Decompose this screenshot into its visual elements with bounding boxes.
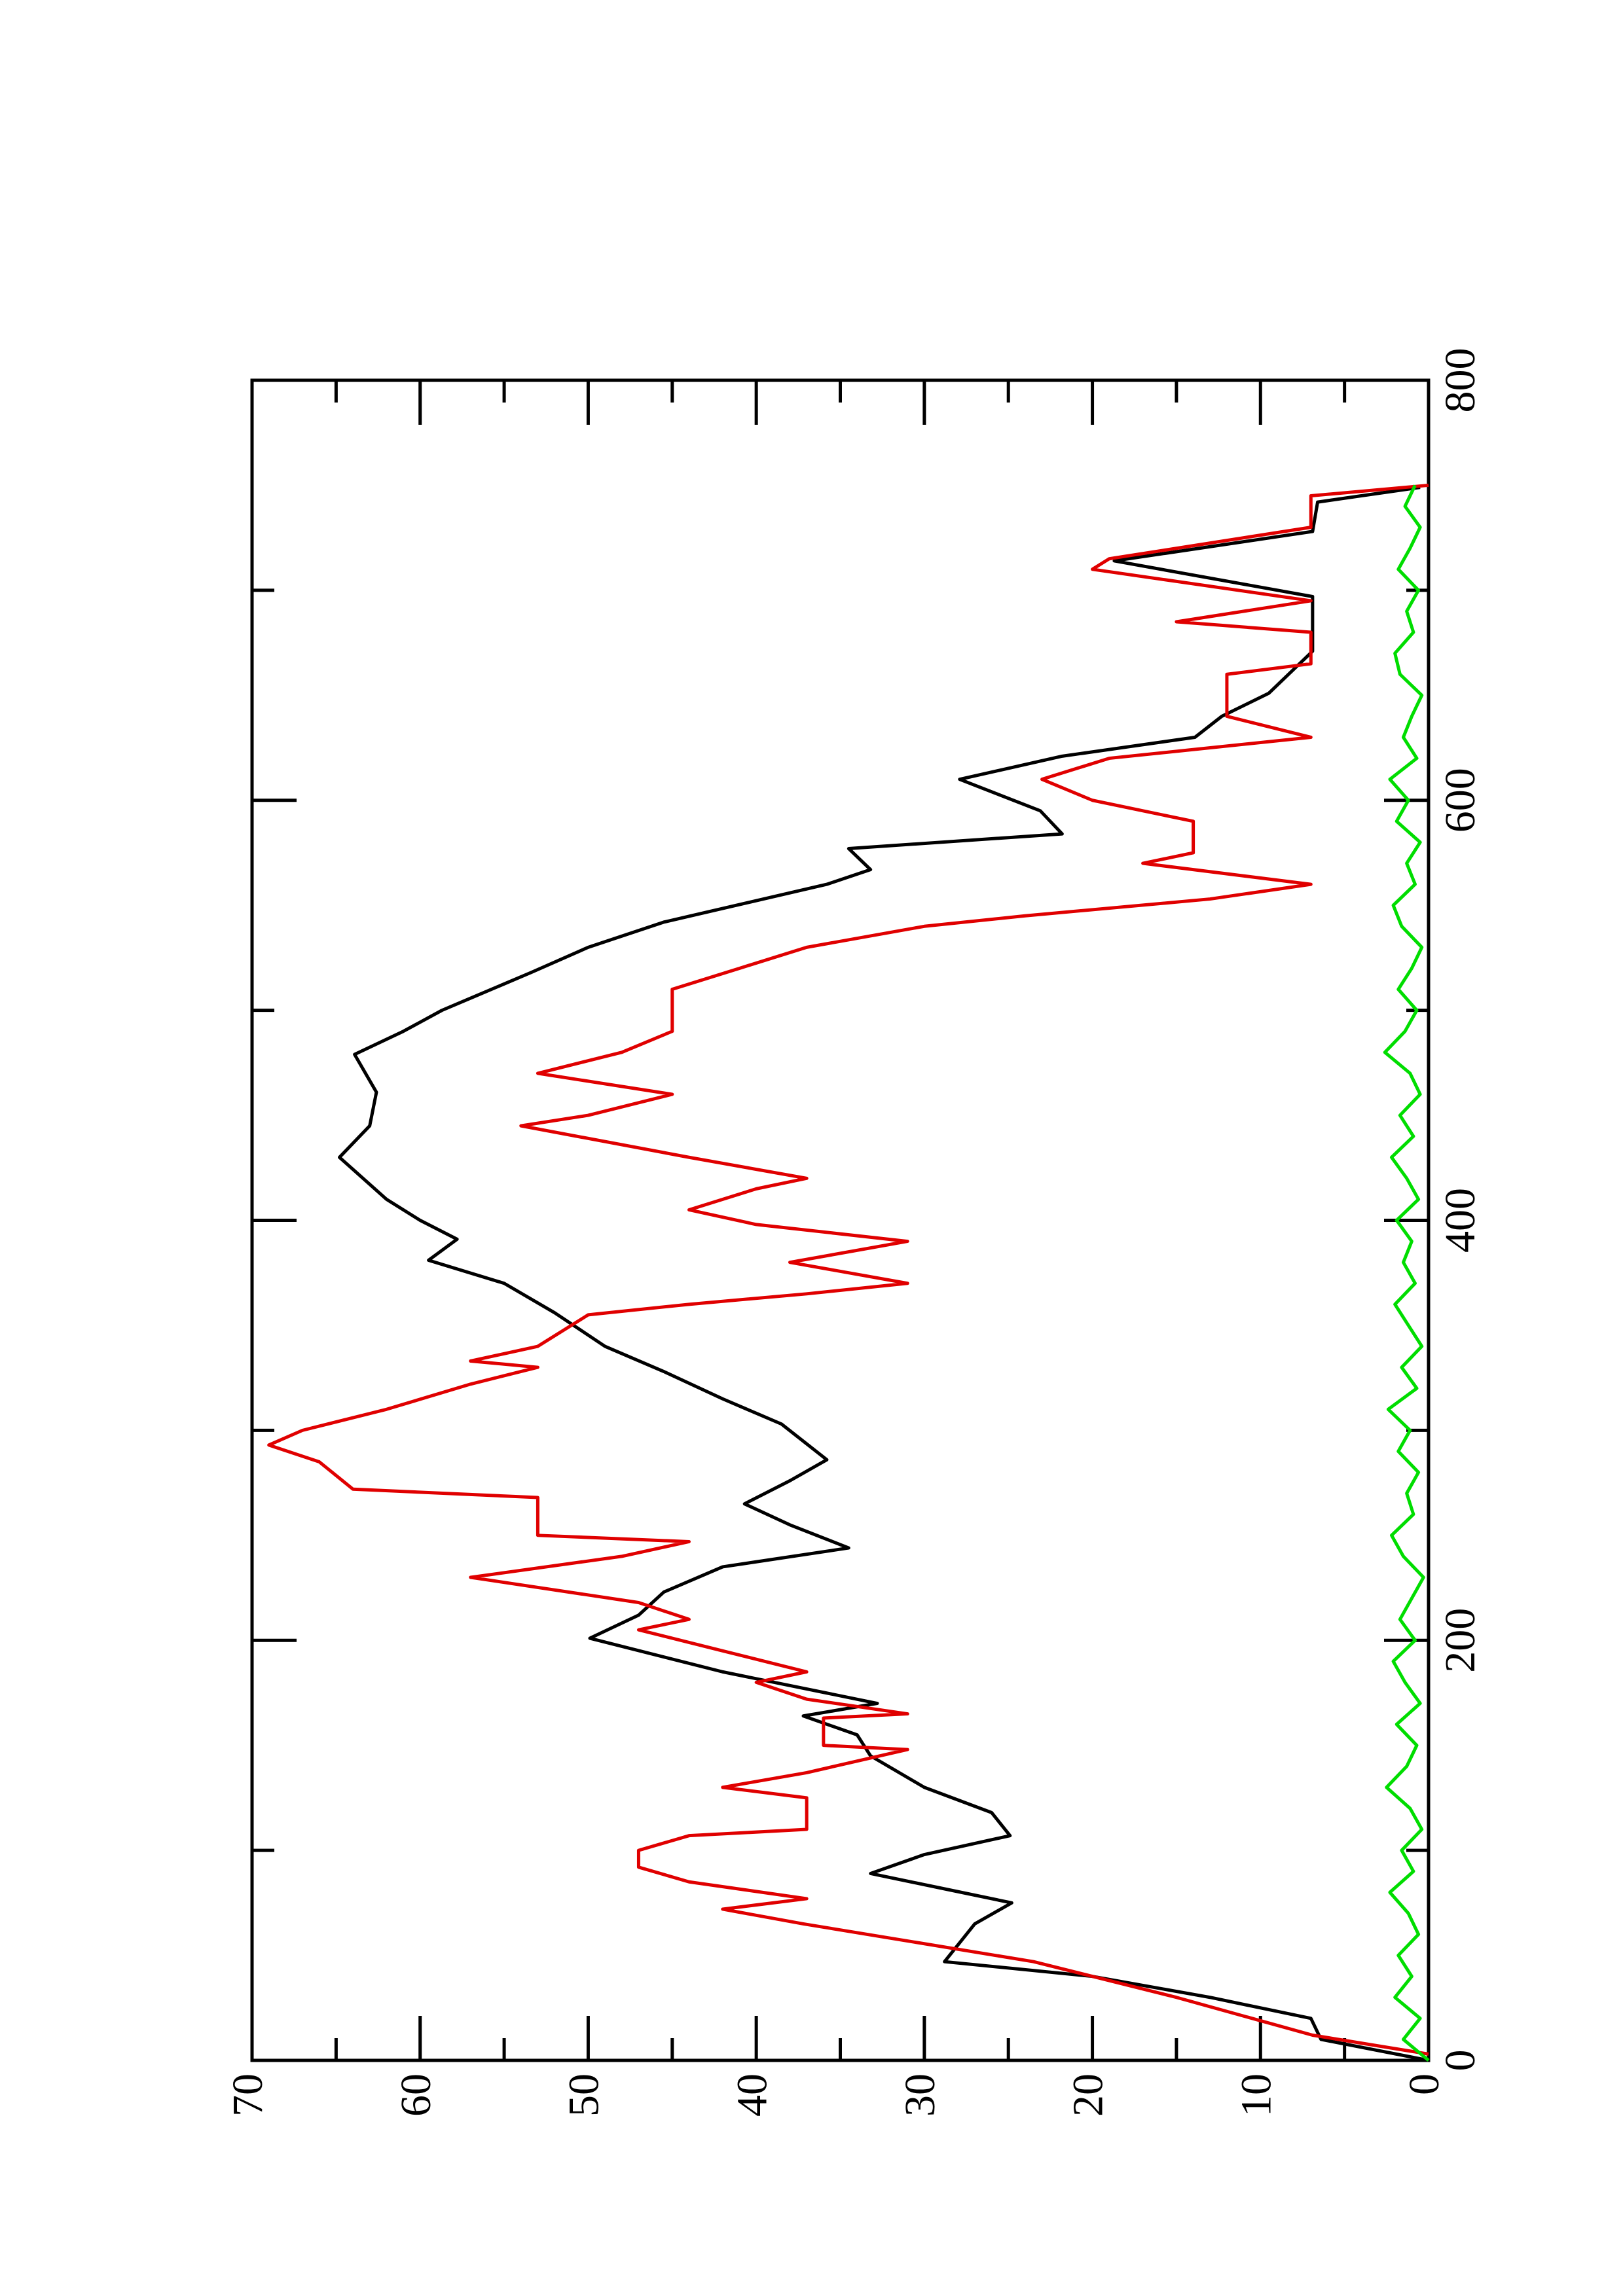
- y-tick-label: 60: [392, 2073, 440, 2117]
- y-tick-label: 30: [896, 2073, 944, 2117]
- x-tick-label: 200: [1436, 1608, 1484, 1673]
- data-line: [337, 486, 1429, 2062]
- data-line: [1383, 484, 1430, 2062]
- x-tick-label: 0: [1436, 2050, 1484, 2072]
- y-tick-label: 10: [1232, 2073, 1280, 2117]
- y-tick-label: 40: [728, 2073, 776, 2117]
- y-tick-label: 50: [560, 2073, 608, 2117]
- plot-area: 0 200 400 600 800 0 10 20 30 40 50 60 70: [224, 348, 1484, 2117]
- y-tick-label: 70: [224, 2073, 272, 2117]
- y-tick-label: 20: [1065, 2073, 1112, 2117]
- plot-frame: [250, 378, 1431, 2062]
- x-tick-label: 600: [1436, 768, 1484, 833]
- y-tick-label: 0: [1400, 2073, 1448, 2095]
- data-line: [267, 483, 1429, 2056]
- x-tick-label: 800: [1436, 348, 1484, 413]
- x-tick-label: 400: [1436, 1188, 1484, 1253]
